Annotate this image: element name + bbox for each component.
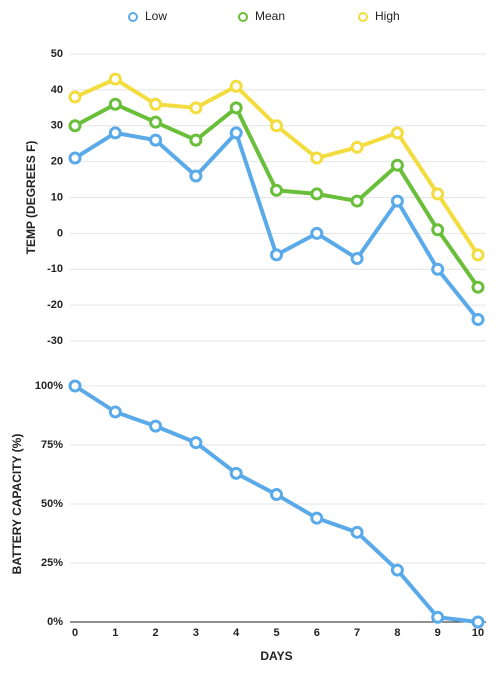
x-tick-label: 7 xyxy=(354,627,360,639)
y-tick-label: 20 xyxy=(51,156,63,168)
data-point xyxy=(471,280,485,294)
data-point xyxy=(270,488,283,502)
x-tick-label: 0 xyxy=(72,627,78,639)
x-tick-label: 6 xyxy=(314,627,320,639)
data-point xyxy=(431,223,445,237)
data-point xyxy=(68,379,82,393)
data-point xyxy=(189,169,203,183)
y-tick-label: 0% xyxy=(47,616,63,628)
data-point xyxy=(431,187,445,201)
data-point xyxy=(310,226,324,240)
data-point xyxy=(229,101,243,115)
y-tick-label: 50% xyxy=(41,498,63,510)
legend-marker xyxy=(128,12,138,22)
data-point xyxy=(108,97,122,111)
data-point xyxy=(390,158,404,172)
legend-marker xyxy=(238,12,248,22)
data-point xyxy=(149,97,163,111)
legend-marker xyxy=(358,12,368,22)
x-tick-label: 9 xyxy=(435,627,441,639)
data-point xyxy=(108,72,122,86)
y-tick-label: -20 xyxy=(47,299,63,311)
data-point xyxy=(471,615,485,629)
data-point xyxy=(229,466,243,480)
y-tick-label: 75% xyxy=(41,439,63,451)
data-point xyxy=(350,251,364,265)
x-axis-title: DAYS xyxy=(260,649,292,663)
y-tick-label: 50 xyxy=(51,48,63,60)
data-point xyxy=(270,119,283,133)
y-tick-label: 10 xyxy=(51,191,63,203)
data-point xyxy=(270,183,283,197)
y-tick-label: 25% xyxy=(41,557,63,569)
y-tick-label: -30 xyxy=(47,335,63,347)
y-axis-title: TEMP (DEGREES F) xyxy=(24,141,38,255)
data-point xyxy=(149,115,163,129)
data-point xyxy=(310,187,324,201)
y-tick-label: 100% xyxy=(35,380,63,392)
data-point xyxy=(270,248,283,262)
legend-label: Low xyxy=(145,9,167,23)
data-point xyxy=(68,119,82,133)
data-point xyxy=(229,79,243,93)
legend-label: High xyxy=(375,9,400,23)
data-point xyxy=(471,312,485,326)
series-line xyxy=(74,77,480,257)
data-point xyxy=(68,151,82,165)
y-tick-label: 30 xyxy=(51,120,63,132)
y-tick-label: -10 xyxy=(47,263,63,275)
data-point xyxy=(189,133,203,147)
data-point xyxy=(431,262,445,276)
data-point xyxy=(310,511,324,525)
data-point xyxy=(229,126,243,140)
legend: Low Mean High xyxy=(128,9,400,23)
data-point xyxy=(189,436,203,450)
data-point xyxy=(390,126,404,140)
legend-label: Mean xyxy=(255,9,285,23)
y-tick-label: 0 xyxy=(57,227,63,239)
data-point xyxy=(350,525,364,539)
x-tick-label: 1 xyxy=(112,627,118,639)
x-tick-label: 3 xyxy=(193,627,199,639)
data-point xyxy=(431,610,445,624)
y-tick-label: 40 xyxy=(51,84,63,96)
y-axis-title: BATTERY CAPACITY (%) xyxy=(10,434,24,575)
data-point xyxy=(108,126,122,140)
x-tick-label: 2 xyxy=(153,627,159,639)
x-tick-label: 4 xyxy=(233,627,240,639)
x-tick-label: 10 xyxy=(472,627,484,639)
data-point xyxy=(350,194,364,208)
data-point xyxy=(149,133,163,147)
data-point xyxy=(68,90,82,104)
data-point xyxy=(149,419,163,433)
data-point xyxy=(189,101,203,115)
data-point xyxy=(310,151,324,165)
data-point xyxy=(471,248,485,262)
data-point xyxy=(390,194,404,208)
data-point xyxy=(350,140,364,154)
data-point xyxy=(108,405,122,419)
x-tick-label: 8 xyxy=(394,627,400,639)
data-point xyxy=(390,563,404,577)
x-tick-label: 5 xyxy=(273,627,279,639)
